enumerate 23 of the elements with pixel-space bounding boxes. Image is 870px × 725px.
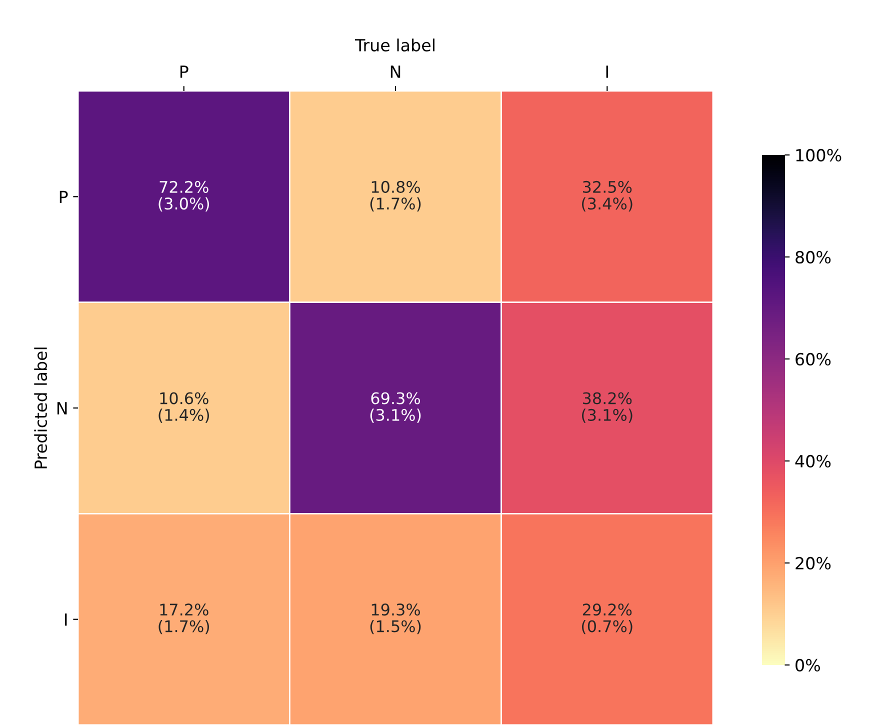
y-tick-label: N	[57, 402, 67, 414]
y-tick-label: I	[65, 614, 67, 626]
data-label: 32.5% (3.4%)	[582, 180, 632, 212]
data-label: 38.2% (3.1%)	[582, 392, 632, 423]
y-tick-label: P	[60, 190, 68, 203]
color-bar-label: 100%	[796, 148, 842, 162]
data-label: 29.2% (0.7%)	[582, 604, 632, 634]
x-tick-label: P	[180, 66, 188, 78]
color-bar-label: 40%	[795, 454, 831, 468]
color-bar-label: 80%	[796, 250, 831, 264]
x-tick-label: I	[606, 66, 608, 78]
color-bar-label: 60%	[796, 352, 831, 366]
x-tick-label: N	[390, 66, 400, 78]
x-axis-title: True label	[354, 38, 434, 52]
data-label: 19.3% (1.5%)	[370, 604, 421, 634]
data-label: 17.2% (1.7%)	[158, 604, 210, 634]
data-label: 10.8% (1.7%)	[370, 180, 421, 212]
data-label: 72.2% (3.0%)	[158, 180, 210, 212]
data-label: 10.6% (1.4%)	[158, 392, 210, 423]
y-axis-title: Predicted label	[34, 348, 48, 468]
data-label: 69.3% (3.1%)	[370, 392, 421, 423]
color-bar-label: 20%	[796, 556, 831, 570]
color-bar-label: 0%	[796, 658, 820, 672]
